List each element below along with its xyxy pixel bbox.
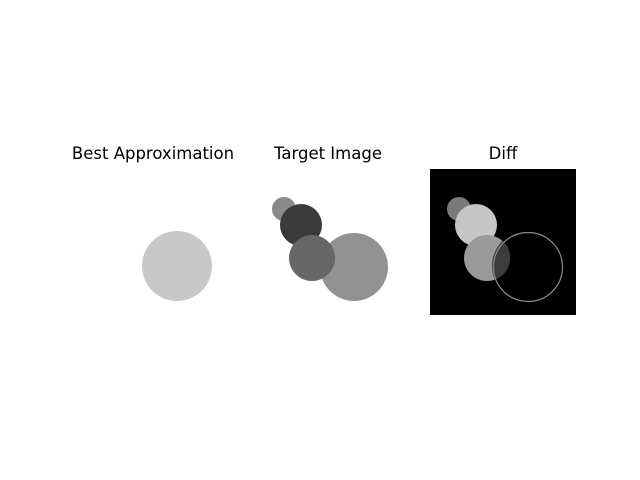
best-approximation-title: Best Approximation xyxy=(71,144,235,163)
target-circle-mid xyxy=(289,235,335,281)
best-approximation-panel xyxy=(80,169,226,315)
approx-circle xyxy=(142,231,212,301)
diff-ring xyxy=(492,231,564,303)
diff-panel xyxy=(430,169,576,315)
diff-title: Diff xyxy=(488,144,518,163)
target-circle-large xyxy=(320,233,388,301)
target-image-title: Target Image xyxy=(274,144,382,163)
target-image-panel xyxy=(255,169,401,315)
